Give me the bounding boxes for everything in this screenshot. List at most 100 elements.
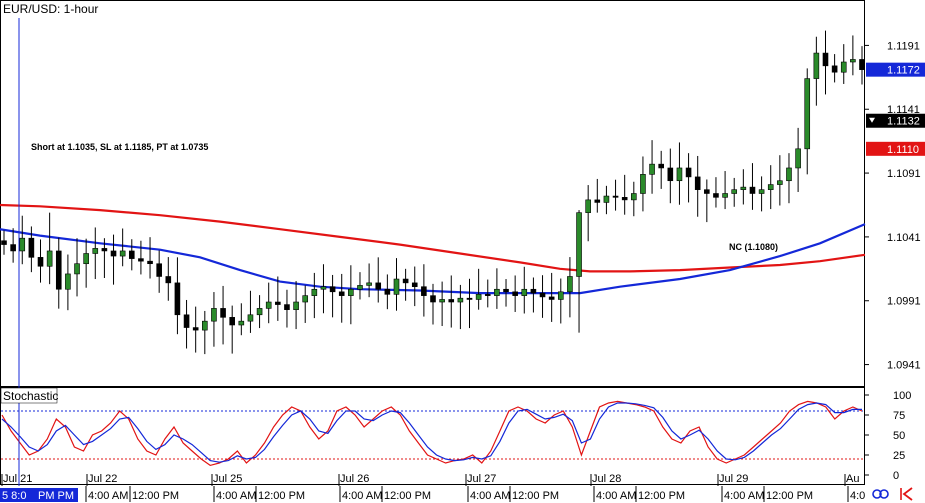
candle-body [421,286,427,296]
price-tag-box [866,141,925,156]
candle-body [786,167,792,182]
candle-body [548,296,555,300]
candle-body [275,301,281,305]
trade-annotation: Short at 1.1035, SL at 1.1185, PT at 1.0… [31,142,208,152]
candle-body [165,276,172,284]
candle-body [393,278,400,295]
candle-body [19,237,26,252]
date-label: Jul 26 [340,473,369,485]
candlesticks [1,30,865,355]
candle-body [484,294,491,296]
price-tag-label: 1.1172 [887,65,920,77]
candle-body [649,163,655,175]
down-arrow-icon [869,117,875,123]
candle-body [320,286,327,290]
scroll-left-icon[interactable] [900,487,913,501]
candle-body [603,195,610,203]
price-tags: 1.1172 1.1132 1.1110 [866,62,925,156]
moving-average-blue [0,223,866,295]
candle-body [338,291,345,296]
candle-body [530,288,537,294]
time-label: 4:00 AM [724,490,764,502]
price-tick-label: 1.0941 [887,360,921,372]
candle-body [631,193,637,201]
candle-body [329,286,336,293]
candle-body [585,199,591,213]
stochastic-lines [1,400,863,467]
candle-body [667,167,674,182]
candle-body [557,291,564,300]
time-label: 4:0 [850,490,865,502]
candle-body [466,297,473,300]
candle-body [101,248,108,252]
candle-body [284,304,290,310]
candle-body [174,282,181,316]
candle-body [156,263,162,277]
time-label: 4:00 AM [216,490,256,502]
cursor-date-box [0,488,78,502]
candle-body [850,59,856,63]
candle-body [357,285,363,290]
candle-body [475,294,482,300]
candle-body [348,288,354,296]
candle-body [503,288,509,293]
price-tag-label: 1.1132 [887,116,920,128]
candle-body [265,301,272,309]
date-label: Jul 27 [467,473,496,485]
candle-body [822,52,829,67]
time-label: 4:00 AM [596,490,636,502]
candle-body [256,308,263,316]
candle-body [859,59,865,70]
stochastic-axis: 100 75 50 25 0 [865,390,911,482]
candle-body [183,314,190,328]
candle-body [10,244,16,252]
candle-body [840,61,847,73]
price-tick-label: 1.1191 [887,40,920,52]
candle-body [658,163,664,169]
price-tag-box [866,62,925,77]
candle-body [567,276,573,293]
candle-body [119,250,126,257]
candle-body [238,320,245,326]
candle-body [384,288,391,295]
candle-body [402,278,409,284]
candle-body [366,282,372,286]
candle-body [740,186,747,190]
candle-body [694,176,701,190]
price-tick-label: 1.1091 [887,168,921,180]
candle-body [512,291,518,296]
candle-body [640,174,646,194]
price-axis: 1.1191 1.1141 1.1091 1.1041 1.0991 1.0941 [865,40,921,372]
stoch-tick-label: 0 [893,470,899,482]
stoch-tick-label: 100 [893,390,911,402]
candle-body [293,301,299,310]
candle-body [247,314,254,322]
candle-body [375,282,382,290]
stochastic-panel-frame [0,387,865,485]
candle-body [494,288,500,296]
stoch-tick-label: 75 [893,410,905,422]
link-icon[interactable] [872,489,889,499]
candle-body [813,52,820,79]
stoch-tick-label: 50 [893,430,905,442]
candle-body [731,189,738,194]
candle-body [457,297,464,303]
time-label: 4:00 AM [470,490,510,502]
candle-body [722,193,728,198]
candle-body [576,212,582,277]
price-chart-title: EUR/USD: 1-hour [3,2,98,16]
candle-body [55,250,62,290]
candle-body [229,317,235,326]
stoch-d-line [1,402,862,463]
candle-body [704,189,710,194]
time-label: 12:00 PM [258,490,305,502]
time-label: 4:00 AM [342,490,382,502]
stoch-tick-label: 25 [893,450,905,462]
candle-body [302,295,309,303]
stochastic-title: Stochastic [3,389,58,403]
time-label: 12:00 PM [512,490,559,502]
candle-body [92,248,99,254]
candle-body [46,250,53,267]
stoch-title-bg [0,387,58,404]
